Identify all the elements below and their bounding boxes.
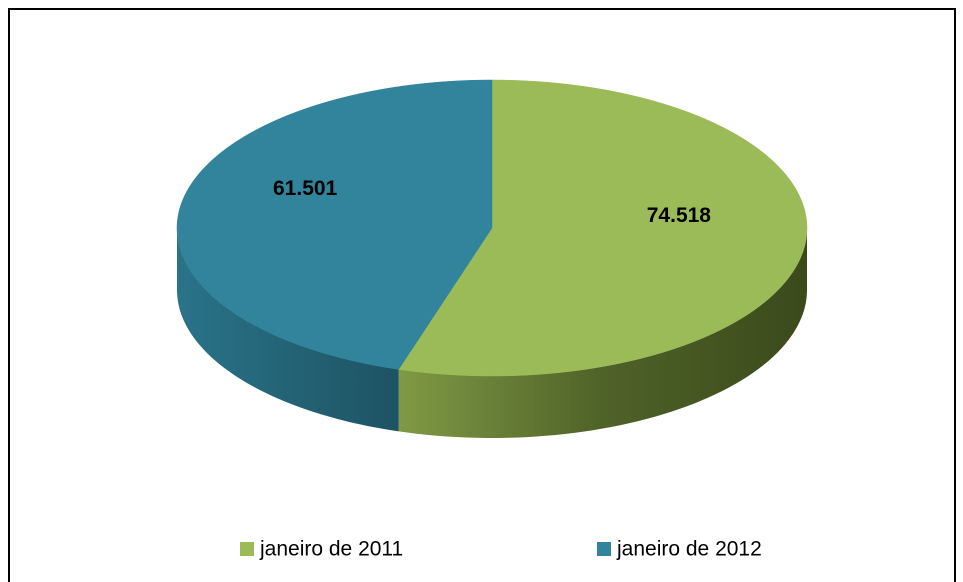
data-label: 74.518	[647, 204, 712, 227]
pie-side	[177, 228, 399, 432]
pie-slice	[176, 79, 493, 370]
legend-label: janeiro de 2011	[259, 538, 403, 561]
legend-swatch	[240, 542, 254, 556]
pie-slice	[398, 79, 808, 377]
legend-swatch	[597, 542, 611, 556]
data-label: 61.501	[273, 177, 338, 200]
legend-label: janeiro de 2012	[616, 538, 762, 561]
pie-side	[398, 228, 807, 438]
